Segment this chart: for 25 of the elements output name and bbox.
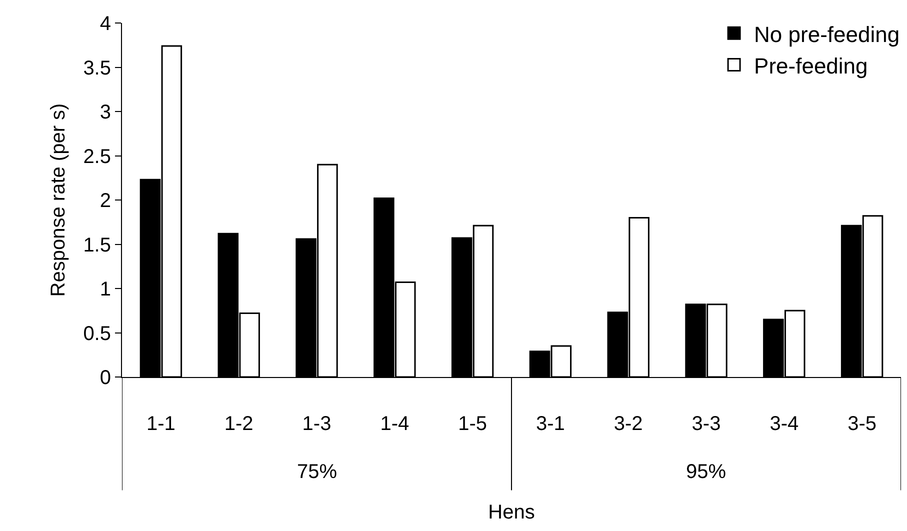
y-tick-label: 4: [100, 13, 111, 35]
legend-label: No pre-feeding: [754, 22, 900, 47]
x-tick-label: 1-2: [224, 413, 254, 435]
text: 75%: [297, 461, 338, 483]
legend-label: Pre-feeding: [754, 53, 868, 78]
x-axis-title: Hens: [488, 502, 535, 524]
y-tick-label: 3: [100, 102, 111, 124]
x-tick-label: 1-1: [146, 413, 176, 435]
x-tick-label: 1-4: [380, 413, 410, 435]
text: 95%: [686, 461, 726, 483]
y-tick-label: 0: [100, 367, 111, 389]
y-tick-label: 0.5: [83, 322, 111, 345]
y-tick-label: 2: [100, 190, 111, 212]
x-tick-label: 3-3: [692, 413, 721, 435]
x-tick-label: 3-2: [614, 413, 643, 435]
x-tick-label: 3-5: [848, 413, 877, 435]
y-tick-label: 1: [100, 278, 111, 300]
y-axis-title: Response rate (per s): [48, 103, 70, 297]
x-tick-label: 3-4: [770, 413, 799, 435]
x-tick-label: 3-1: [536, 413, 565, 435]
y-tick-label: 1.5: [83, 234, 111, 256]
y-tick-label: 3.5: [83, 57, 111, 80]
y-tick-label: 2.5: [83, 146, 111, 168]
x-tick-label: 1-5: [458, 413, 488, 435]
x-tick-label: 1-3: [302, 413, 332, 435]
